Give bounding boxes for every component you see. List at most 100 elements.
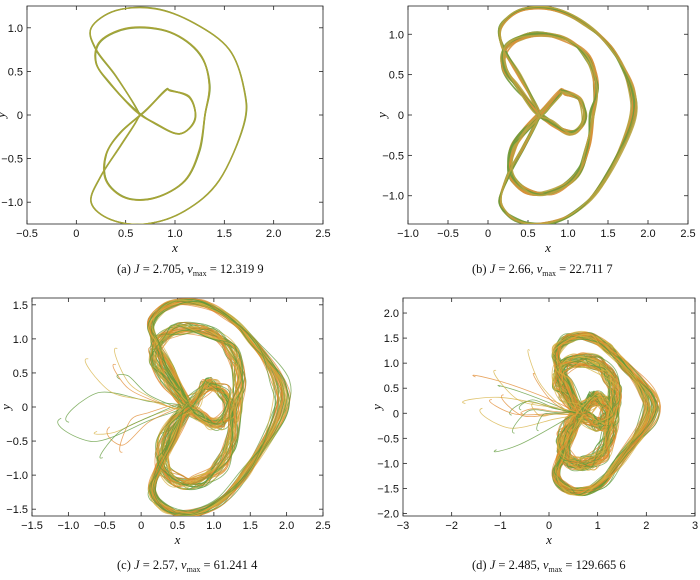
x-tick-label: 2.5 <box>315 228 330 240</box>
trajectory-escape <box>106 406 179 446</box>
trajectory-inner <box>149 324 241 486</box>
trajectory-escape <box>99 404 180 459</box>
y-axis-label: y <box>0 112 8 120</box>
trajectory-outer <box>148 300 288 515</box>
plot-frame <box>26 5 324 225</box>
x-tick-label: 0.5 <box>520 228 535 240</box>
y-tick-label: 0.5 <box>384 383 399 395</box>
caption-a: (a) J = 2.705, vmax = 12.319 9 <box>117 262 264 278</box>
y-tick-label: 1.0 <box>13 334 28 346</box>
trajectory-outer <box>552 333 650 491</box>
y-tick-label: −1.0 <box>6 470 28 482</box>
trajectory-outer <box>152 300 276 516</box>
trajectory-group <box>497 6 638 224</box>
x-tick-label: −1.0 <box>58 520 80 532</box>
y-tick-label: 2.0 <box>384 308 399 320</box>
trajectory-inner <box>155 329 244 485</box>
trajectory-outer <box>498 6 638 224</box>
x-tick-label: 2.5 <box>315 520 330 532</box>
trajectory-escape <box>493 412 577 453</box>
trajectory-escape <box>57 406 182 443</box>
trajectory-inner <box>503 33 598 196</box>
y-tick-label: 1.5 <box>384 333 399 345</box>
x-tick-label: −2 <box>445 520 458 532</box>
trajectory-inner <box>149 324 244 488</box>
trajectory-escape <box>84 358 180 410</box>
y-tick-label: 0 <box>398 110 404 122</box>
trajectory-inner <box>501 32 598 196</box>
y-tick-label: −1.5 <box>6 504 28 516</box>
y-tick-label: 0.5 <box>13 368 28 380</box>
trajectory-outer <box>551 334 658 494</box>
y-tick-label: −0.5 <box>382 150 404 162</box>
y-tick-label: −1.0 <box>382 191 404 203</box>
y-tick-label: −1.0 <box>377 458 399 470</box>
trajectory-escape <box>116 374 179 408</box>
y-tick-label: 1.0 <box>389 29 404 41</box>
y-tick-label: −1.5 <box>377 483 399 495</box>
trajectory-inner <box>94 26 211 201</box>
y-tick-label: 0.5 <box>389 70 404 82</box>
trajectory-escape <box>531 402 575 417</box>
x-tick-label: −1.5 <box>21 520 43 532</box>
panel-a: −0.500.51.01.52.02.5−1.0−0.500.51.0xy <box>0 5 331 255</box>
x-tick-label: 1.5 <box>600 228 615 240</box>
x-tick-label: 1.0 <box>167 228 182 240</box>
x-tick-label: 0.5 <box>170 520 185 532</box>
trajectory-escape <box>462 396 579 414</box>
panel-d: −3 −2 −1 0 1 2 3 −2.0 −1.5 −1.0 −0.5 0 0.5 1.0 1.5 2.0 x… <box>369 297 698 547</box>
y-tick-label: 0 <box>17 110 23 122</box>
trajectory-inner <box>552 355 623 467</box>
x-tick-label: 1 <box>595 520 601 532</box>
trajectory-inner <box>552 360 621 468</box>
trajectory-escape <box>479 407 578 429</box>
x-tick-label: 0 <box>485 228 491 240</box>
trajectory-inner <box>94 26 211 201</box>
x-tick-label: −1 <box>494 520 507 532</box>
x-axis-label: x <box>545 532 552 547</box>
x-tick-label: −0.5 <box>437 228 459 240</box>
trajectory-inner <box>502 31 596 194</box>
y-tick-label: −0.5 <box>377 433 399 445</box>
x-tick-label: 2.0 <box>266 228 281 240</box>
x-tick-label: 0 <box>138 520 144 532</box>
y-tick-label: 1.0 <box>384 358 399 370</box>
x-tick-label: 0 <box>546 520 552 532</box>
y-tick-label: 1.0 <box>8 23 23 35</box>
y-tick-label: −1.0 <box>1 197 23 209</box>
x-axis-label: x <box>174 532 181 547</box>
trajectory-escape <box>65 391 181 423</box>
trajectory-outer <box>89 6 247 224</box>
trajectory-escape <box>527 349 575 416</box>
y-axis-label: y <box>369 404 384 412</box>
y-axis-label: y <box>0 404 13 412</box>
x-tick-label: 0.5 <box>118 228 133 240</box>
y-tick-label: −2.0 <box>377 508 399 520</box>
panel-c: −1.5 −1.0 −0.5 0 0.5 1.0 1.5 2.0 2.5 −1.5 −1.0 −0.5… <box>0 297 331 547</box>
trajectory-escape <box>536 411 574 432</box>
y-axis-label: y <box>374 112 389 120</box>
trajectory-inner <box>556 356 616 461</box>
trajectory-inner <box>148 330 247 487</box>
trajectory-inner <box>503 34 599 197</box>
x-tick-label: 1.5 <box>217 228 232 240</box>
y-tick-label: 0.5 <box>8 66 23 78</box>
x-tick-label: 3 <box>692 520 698 532</box>
trajectory-group <box>89 6 248 224</box>
y-tick-label: 1.5 <box>13 300 28 312</box>
x-tick-label: 1.0 <box>560 228 575 240</box>
x-tick-label: 2.0 <box>279 520 294 532</box>
trajectory-group <box>462 330 661 497</box>
trajectory-inner <box>153 324 240 488</box>
panel-b: −1.0 −0.5 0 0.5 1.0 1.5 2.0 2.5 −1.0 −0.5 0 0.5 1.0 x… <box>374 5 696 255</box>
trajectory-inner <box>94 26 211 201</box>
x-tick-label: 1.5 <box>243 520 258 532</box>
x-tick-label: 2.5 <box>680 228 695 240</box>
caption-d: (d) J = 2.485, vmax = 129.665 6 <box>472 558 626 574</box>
caption-b: (b) J = 2.66, vmax = 22.711 7 <box>472 262 613 278</box>
trajectory-outer <box>151 302 289 515</box>
x-tick-label: 0 <box>73 228 79 240</box>
y-tick-label: 0 <box>393 408 399 420</box>
caption-c: (c) J = 2.57, vmax = 61.241 4 <box>117 558 258 574</box>
